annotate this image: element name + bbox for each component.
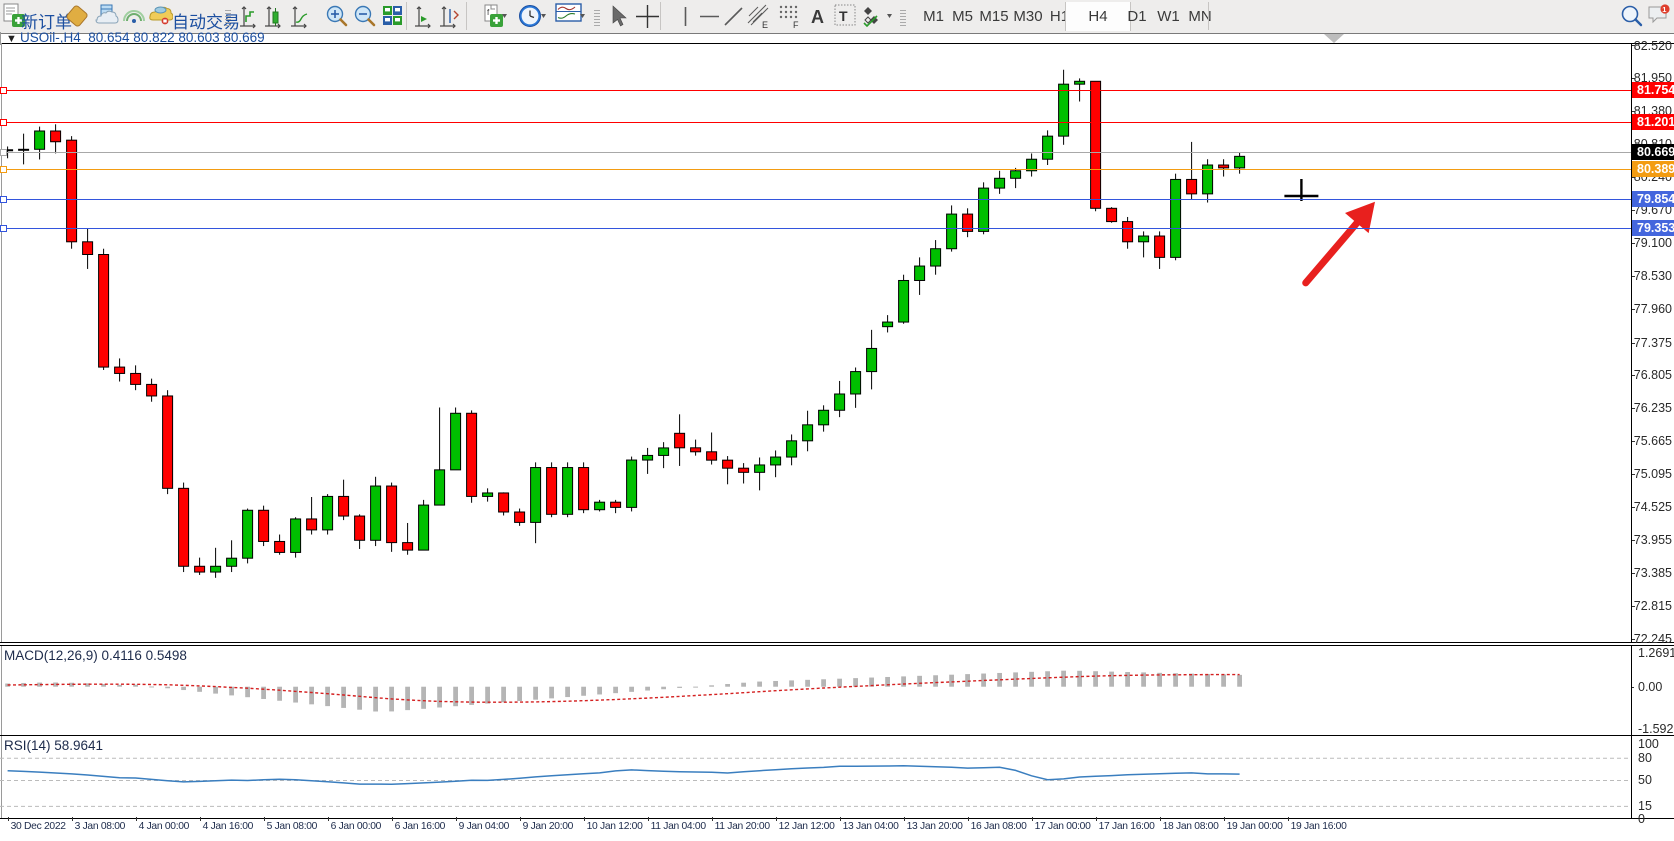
svg-text:E: E [762, 20, 768, 30]
svg-text:1: 1 [1662, 5, 1666, 14]
svg-text:A: A [811, 7, 824, 27]
svg-text:F: F [793, 20, 799, 30]
svg-text:T: T [839, 8, 848, 24]
